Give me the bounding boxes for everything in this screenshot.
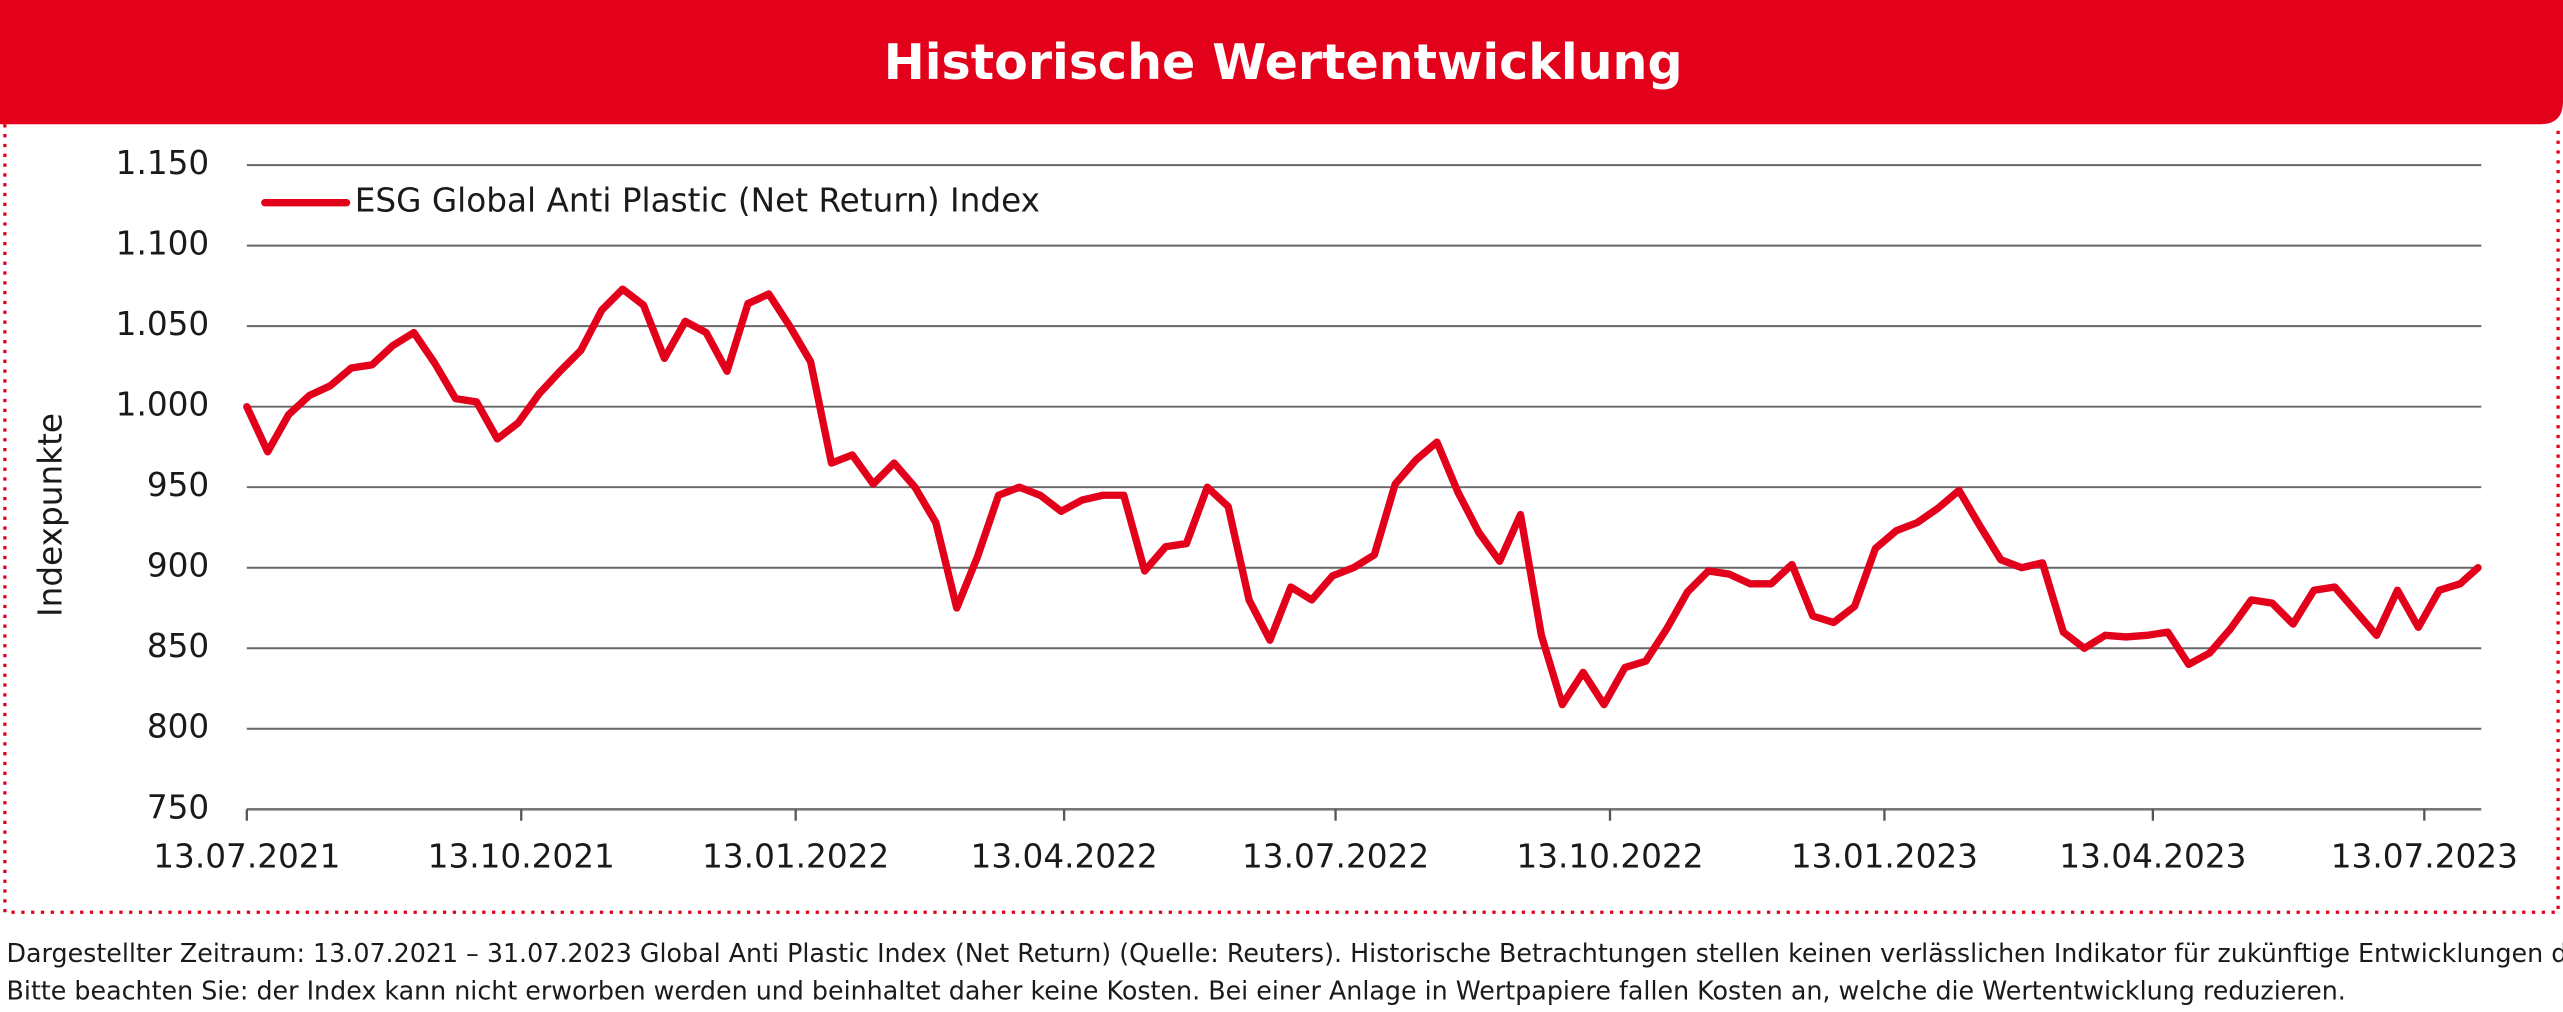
y-tick-label: 900 xyxy=(147,547,209,585)
series-line xyxy=(243,285,2482,709)
y-tick-label: 1.050 xyxy=(116,305,210,343)
frame xyxy=(3,124,2560,914)
y-tick-label: 1.000 xyxy=(116,386,210,424)
x-tick-label: 13.07.2021 xyxy=(153,837,340,875)
footnote: Bitte beachten Sie: der Index kann nicht… xyxy=(7,975,2346,1005)
footnote: Dargestellter Zeitraum: 13.07.2021 – 31.… xyxy=(7,938,2563,968)
y-tick-label: 750 xyxy=(147,788,209,826)
x-tick-label: 13.10.2022 xyxy=(1516,837,1703,875)
x-tick-label: 13.07.2022 xyxy=(1242,837,1429,875)
x-tick-label: 13.04.2023 xyxy=(2059,837,2246,875)
y-tick-label: 1.150 xyxy=(116,144,210,182)
y-tick-label: 950 xyxy=(147,466,209,504)
x-tick-label: 13.01.2023 xyxy=(1791,837,1978,875)
chart-title: Historische Wertentwicklung xyxy=(884,33,1683,91)
legend-label: ESG Global Anti Plastic (Net Return) Ind… xyxy=(355,182,1040,220)
y-tick-label: 850 xyxy=(147,627,209,665)
header-band xyxy=(0,0,2563,125)
x-tick-label: 13.07.2023 xyxy=(2331,837,2518,875)
y-tick-label: 800 xyxy=(147,708,209,746)
y-tick-label: 1.100 xyxy=(116,225,210,263)
y-axis-label: Indexpunkte xyxy=(31,413,69,617)
x-tick-label: 13.04.2022 xyxy=(971,837,1158,875)
x-tick-label: 13.10.2021 xyxy=(428,837,615,875)
x-tick-label: 13.01.2022 xyxy=(702,837,889,875)
